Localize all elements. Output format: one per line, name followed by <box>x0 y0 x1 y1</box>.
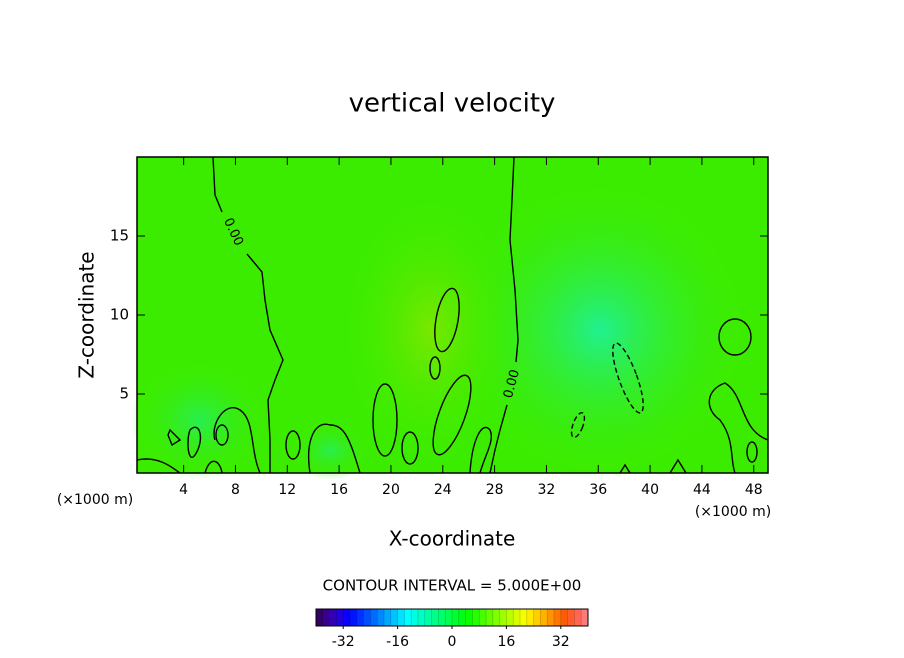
contour-line <box>136 426 223 474</box>
colorbar-cell <box>356 609 364 626</box>
colorbar-cell <box>560 609 568 626</box>
colorbar-tick-label: 32 <box>552 634 570 650</box>
colorbar-cell <box>533 609 541 626</box>
colorbar-cell <box>404 609 412 626</box>
contour-line <box>718 318 752 356</box>
x-tick-label: 40 <box>641 482 659 498</box>
contour-line <box>429 356 441 380</box>
colorbar-cell <box>336 609 344 626</box>
x-tick-label: 44 <box>693 482 711 498</box>
field-shade <box>450 180 750 480</box>
colorbar-tick-label: 0 <box>448 634 457 650</box>
colorbar-cell <box>370 609 378 626</box>
colorbar-cell <box>554 609 562 626</box>
x-tick-label: 4 <box>179 482 188 498</box>
colorbar-cell <box>418 609 426 626</box>
y-axis-label: Z-coordinate <box>75 251 99 378</box>
x-tick-label: 36 <box>589 482 607 498</box>
contour-line <box>489 156 519 474</box>
colorbar-tick-label: 16 <box>497 634 515 650</box>
colorbar-cell <box>397 609 405 626</box>
contour-line <box>215 424 229 446</box>
colorbar-cell <box>431 609 439 626</box>
colorbar-cell <box>465 609 473 626</box>
colorbar-cell <box>384 609 392 626</box>
contour-line <box>469 426 492 474</box>
colorbar-cell <box>486 609 494 626</box>
contour-line <box>434 287 460 353</box>
colorbar-cell <box>492 609 500 626</box>
colorbar-cell <box>574 609 582 626</box>
field <box>130 157 768 480</box>
colorbar-cell <box>458 609 466 626</box>
x-tick-label: 16 <box>330 482 348 498</box>
contour-interval: CONTOUR INTERVAL = 5.000E+00 <box>323 577 582 595</box>
colorbar-cell <box>343 609 351 626</box>
contour-line <box>401 431 419 465</box>
field-shade <box>290 420 370 480</box>
unit-label: (×1000 m) <box>57 492 133 508</box>
contour-label: 0.00 <box>501 368 523 400</box>
colorbar-cell <box>363 609 371 626</box>
colorbar-cell <box>322 609 330 626</box>
x-tick-label: 48 <box>745 482 763 498</box>
field-shade <box>340 190 520 470</box>
x-tick-label: 28 <box>486 482 504 498</box>
field-shade <box>130 360 270 480</box>
colorbar-cell <box>438 609 446 626</box>
x-axis-label: X-coordinate <box>389 527 516 551</box>
colorbar-cell <box>506 609 514 626</box>
y-tick-label: 15 <box>110 227 129 245</box>
unit-label: (×1000 m) <box>695 504 771 520</box>
colorbar-cell <box>540 609 548 626</box>
colorbar-cell <box>350 609 358 626</box>
colorbar-cell <box>452 609 460 626</box>
x-tick-label: 24 <box>434 482 452 498</box>
colorbar-tick-label: -16 <box>386 634 409 650</box>
contour-line <box>612 342 644 414</box>
contour-line <box>570 411 586 439</box>
y-tick-label: 5 <box>119 385 129 403</box>
colorbar-cell <box>567 609 575 626</box>
x-tick-label: 8 <box>231 482 240 498</box>
colorbar-cell <box>424 609 432 626</box>
contour-line <box>308 423 361 474</box>
colorbar-cell <box>513 609 521 626</box>
colorbar-tick-label: -32 <box>332 634 355 650</box>
contour-line <box>285 430 301 460</box>
x-tick-label: 12 <box>278 482 296 498</box>
colorbar-cell <box>316 609 324 626</box>
chart-title: vertical velocity <box>349 89 556 119</box>
colorbar-cell <box>411 609 419 626</box>
colorbar-cell <box>329 609 337 626</box>
contour-line <box>212 156 284 473</box>
colorbar-cell <box>479 609 487 626</box>
colorbar-cell <box>526 609 534 626</box>
colorbar-cell <box>445 609 453 626</box>
contour-line <box>746 441 758 463</box>
colorbar-cell <box>520 609 528 626</box>
contour-line <box>213 407 261 474</box>
colorbar-cell <box>377 609 385 626</box>
x-tick-label: 32 <box>538 482 556 498</box>
contour-line <box>708 382 769 474</box>
contour-line <box>372 383 398 457</box>
contour-line <box>432 374 472 456</box>
colorbar <box>315 608 589 627</box>
colorbar-cell <box>547 609 555 626</box>
colorbar-cell <box>472 609 480 626</box>
contour-line <box>619 458 687 474</box>
x-tick-label: 20 <box>382 482 400 498</box>
colorbar-cell <box>390 609 398 626</box>
y-tick-label: 10 <box>110 306 129 324</box>
colorbar-cell <box>499 609 507 626</box>
colorbar-cell <box>581 609 589 626</box>
